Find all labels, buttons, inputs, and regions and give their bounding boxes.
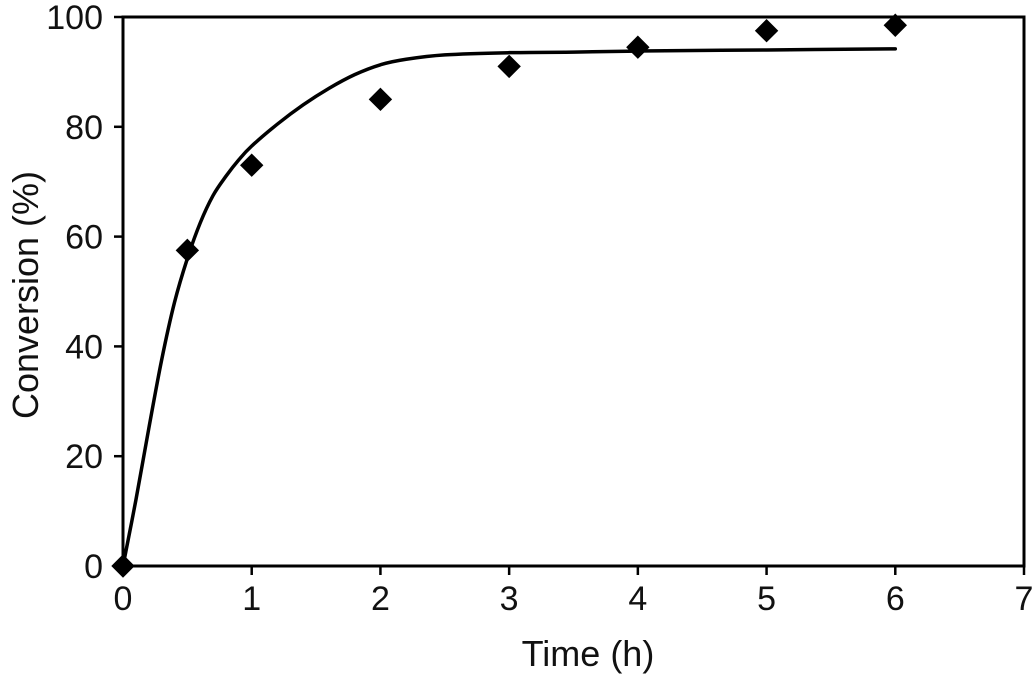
y-tick-label: 60 [65,219,103,257]
x-tick-label: 7 [1015,580,1034,618]
tick-labels: 0 1 2 3 4 5 6 7 0 20 40 60 80 100 [46,0,1033,618]
y-tick-label: 20 [65,438,103,476]
data-point [883,13,907,37]
plot-border [121,15,1026,568]
plot-frame [121,15,1026,568]
fit-curve [121,47,898,568]
x-tick-label: 6 [886,580,905,618]
y-tick-label: 0 [84,548,103,586]
x-tick-label: 5 [757,580,776,618]
x-tick-label: 1 [242,580,261,618]
data-point [240,153,264,177]
x-tick-label: 4 [628,580,647,618]
fit-curve-layer [121,47,898,568]
data-point [497,54,521,79]
y-tick-label: 40 [65,328,103,366]
x-tick-label: 0 [114,580,133,618]
data-point [626,35,650,59]
x-tick-label: 3 [500,580,519,618]
data-point [368,87,393,112]
x-axis-title: Time (h) [522,633,655,674]
x-tick-label: 2 [371,580,390,618]
data-point [175,238,200,263]
data-point [111,554,135,578]
y-axis-title: Conversion (%) [5,171,46,419]
y-tick-label: 80 [65,109,103,147]
data-point [754,19,779,43]
data-points [111,13,907,578]
axis-ticks [114,15,1026,575]
y-tick-label: 100 [46,0,103,37]
